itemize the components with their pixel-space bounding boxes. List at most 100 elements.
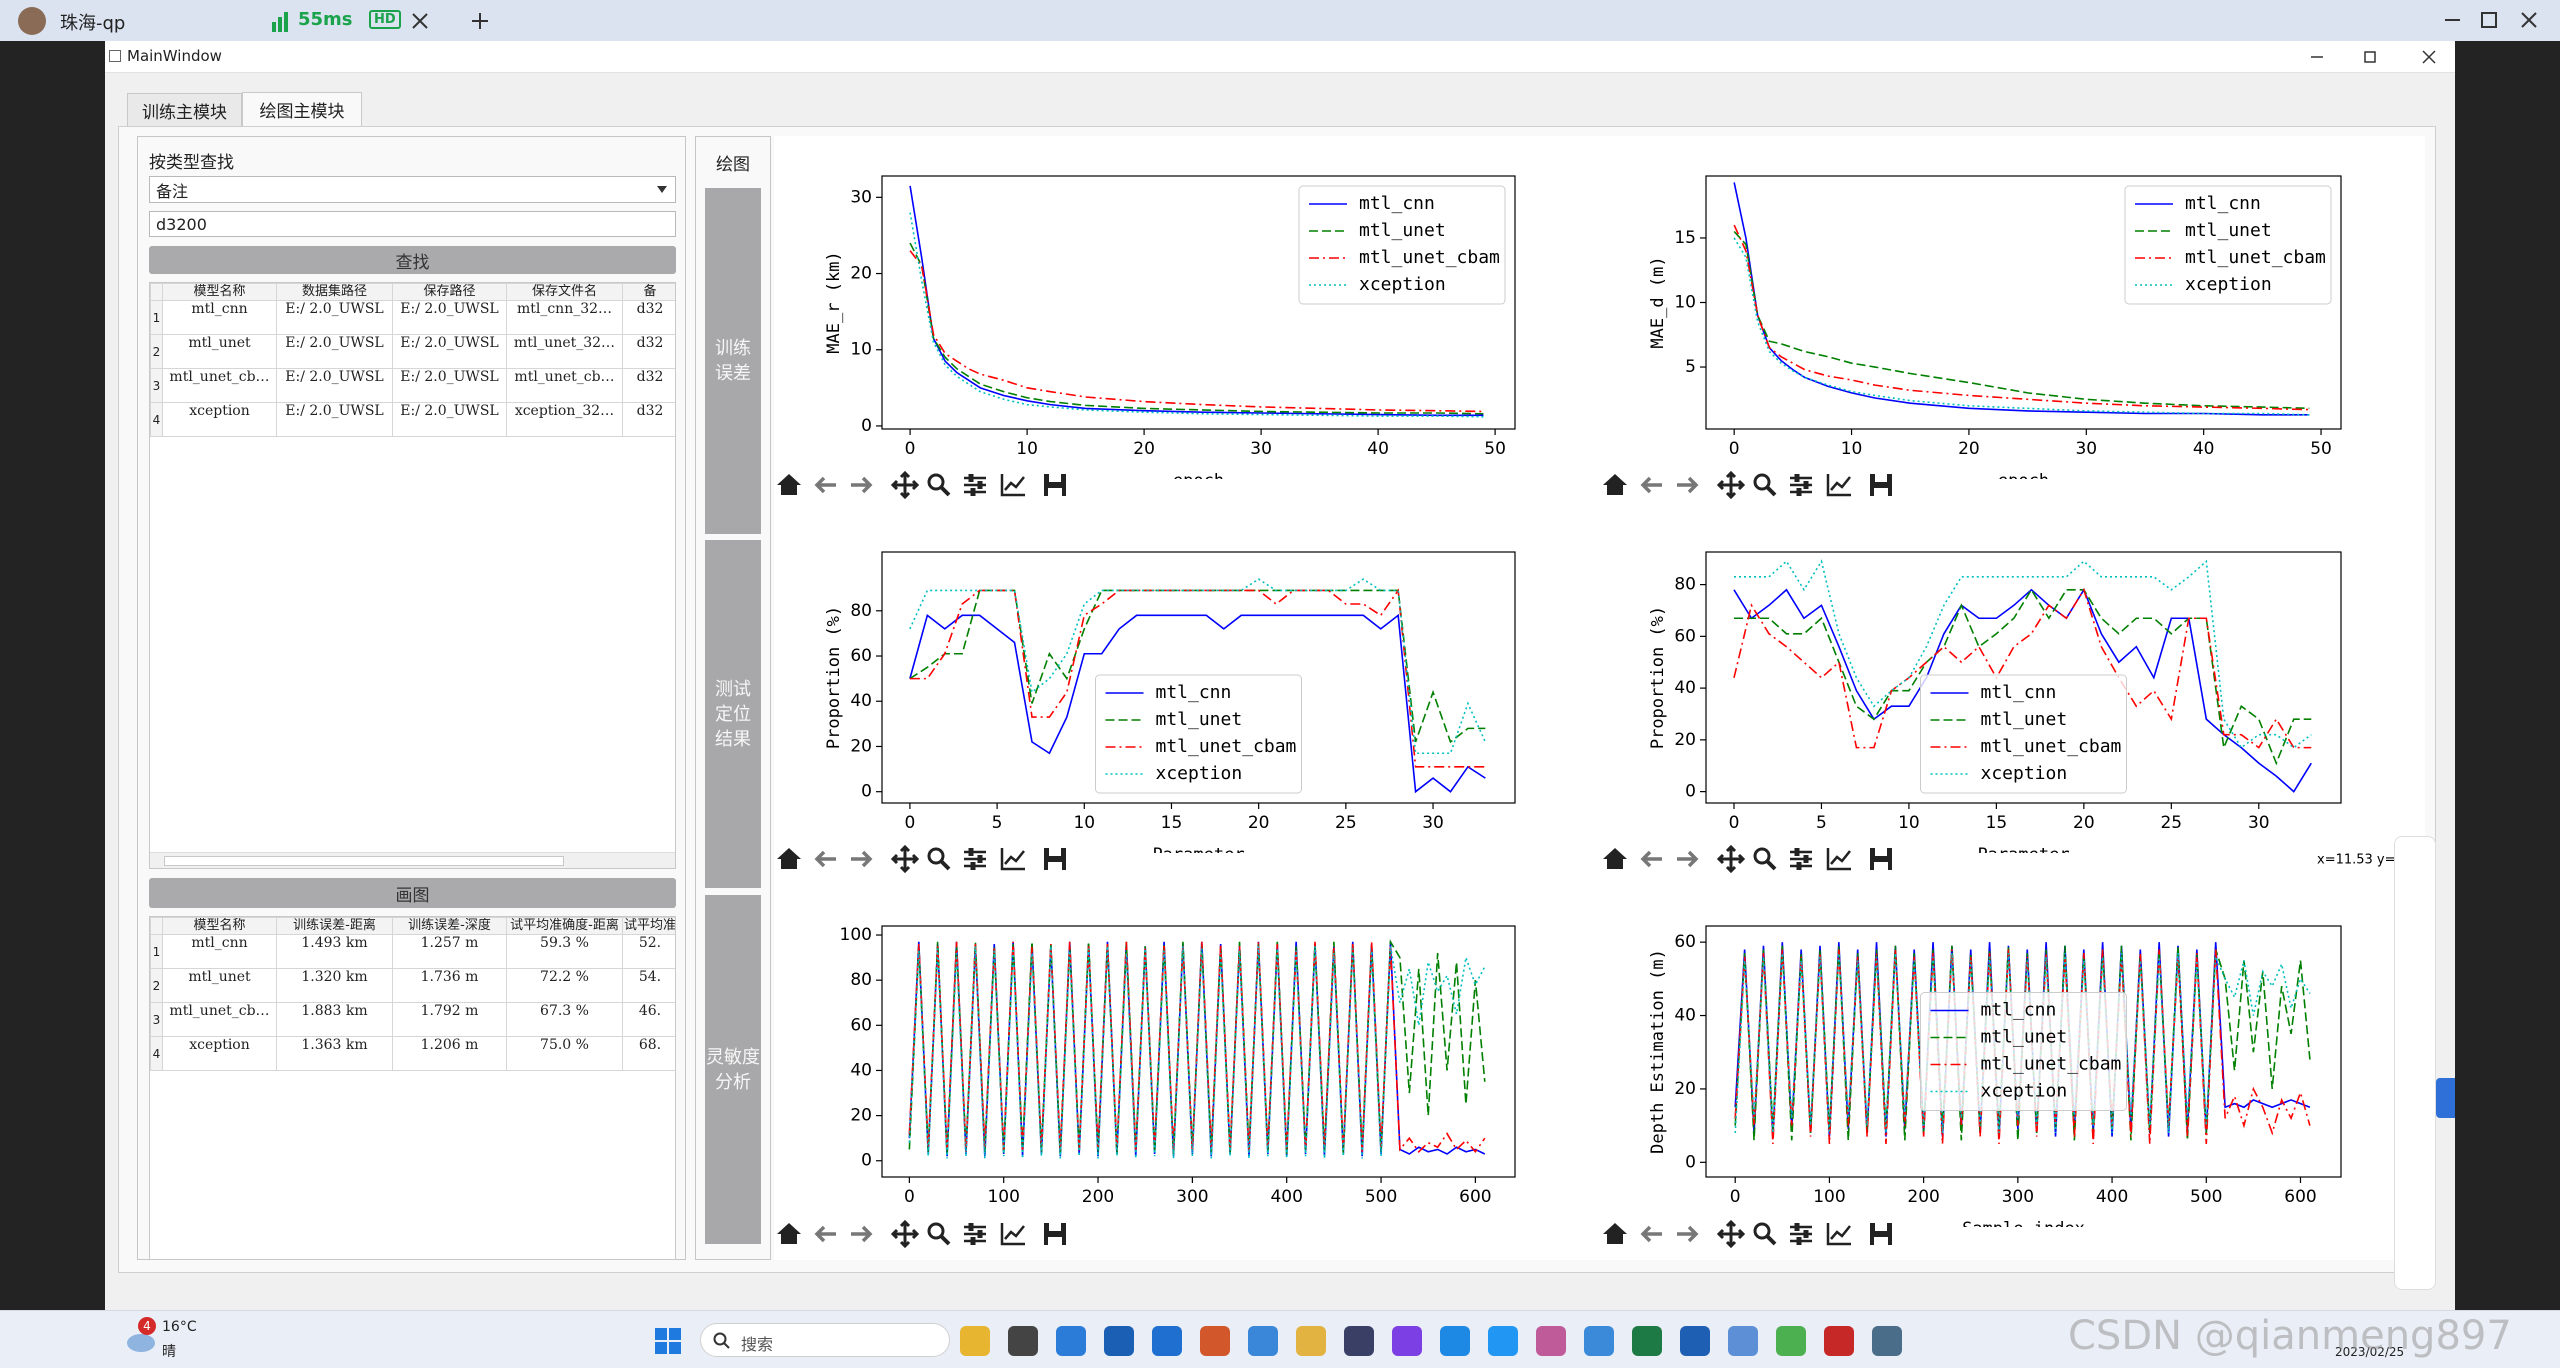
toolbar-button[interactable] — [964, 1223, 986, 1245]
toolbar-button[interactable] — [851, 1225, 873, 1243]
app-icon[interactable] — [1248, 1326, 1278, 1356]
toolbar-button[interactable] — [851, 476, 873, 494]
toolbar-button[interactable] — [1000, 474, 1025, 497]
cell[interactable]: mtl_unet_32… — [506, 334, 623, 369]
toolbar-button[interactable] — [1790, 848, 1812, 870]
cell[interactable]: d32 — [622, 334, 675, 369]
start-button[interactable] — [655, 1328, 681, 1354]
app-icon[interactable] — [1056, 1326, 1086, 1356]
toolbar-button[interactable] — [777, 848, 801, 869]
toolbar-button[interactable] — [927, 847, 951, 871]
tab-selected[interactable]: 绘图主模块 — [242, 92, 362, 126]
toolbar-button[interactable] — [777, 1223, 801, 1244]
toolbar-button[interactable] — [927, 1222, 951, 1246]
cell[interactable]: 1.363 km — [276, 1036, 393, 1071]
app-icon[interactable] — [1392, 1326, 1422, 1356]
app-icon[interactable] — [1104, 1326, 1134, 1356]
toolbar-button[interactable] — [814, 1225, 836, 1243]
cell[interactable]: mtl_cnn — [162, 300, 277, 335]
cell[interactable]: 1.257 m — [392, 934, 507, 969]
search-box[interactable]: 搜索 — [700, 1323, 950, 1357]
cell[interactable]: 1.206 m — [392, 1036, 507, 1071]
cell[interactable]: 54. — [622, 968, 675, 1003]
toolbar-button[interactable] — [1870, 474, 1892, 496]
app-icon[interactable] — [1200, 1326, 1230, 1356]
cell[interactable]: 75.0 % — [506, 1036, 623, 1071]
cell[interactable]: 1.792 m — [392, 1002, 507, 1037]
toolbar-button[interactable] — [851, 850, 873, 868]
cell[interactable]: xception — [162, 1036, 277, 1071]
toolbar-button[interactable] — [1044, 474, 1066, 496]
toolbar-button[interactable] — [890, 844, 920, 874]
cell[interactable]: xception — [162, 402, 277, 437]
toolbar-button[interactable] — [1790, 474, 1812, 496]
cell[interactable]: 1.493 km — [276, 934, 393, 969]
toolbar-button[interactable] — [1603, 1223, 1627, 1244]
toolbar-button[interactable] — [1603, 848, 1627, 869]
new-tab[interactable] — [470, 11, 490, 31]
cell[interactable]: 52. — [622, 934, 675, 969]
app-icon[interactable] — [960, 1326, 990, 1356]
cell[interactable]: 46. — [622, 1002, 675, 1037]
search-button[interactable]: 查找 — [149, 246, 676, 274]
toolbar-button[interactable] — [1716, 1219, 1746, 1249]
tab[interactable]: 训练主模块 — [127, 93, 242, 126]
toolbar-button[interactable] — [1826, 1223, 1851, 1246]
app-icon[interactable] — [1584, 1326, 1614, 1356]
side-toggle[interactable] — [2436, 1078, 2455, 1118]
cell[interactable]: E:/ 2.0_UWSL — [392, 402, 507, 437]
toolbar-button[interactable] — [1640, 476, 1662, 494]
app-icon[interactable] — [1488, 1326, 1518, 1356]
cell[interactable]: mtl_unet_cb… — [162, 1002, 277, 1037]
tab-title[interactable]: 珠海-qp — [60, 13, 126, 34]
cell[interactable]: mtl_unet — [162, 968, 277, 1003]
toolbar-button[interactable] — [1753, 473, 1777, 497]
cell[interactable]: mtl_unet_cb… — [162, 368, 277, 403]
toolbar-button[interactable] — [1826, 474, 1851, 497]
toolbar-button[interactable] — [964, 848, 986, 870]
query-input[interactable]: d3200 — [149, 211, 676, 237]
toolbar-button[interactable] — [964, 474, 986, 496]
cell[interactable]: 59.3 % — [506, 934, 623, 969]
toolbar-button[interactable] — [890, 1219, 920, 1249]
app-icon[interactable] — [1440, 1326, 1470, 1356]
app-icon[interactable] — [1632, 1326, 1662, 1356]
app-icon[interactable] — [1824, 1326, 1854, 1356]
cell[interactable]: 1.320 km — [276, 968, 393, 1003]
toolbar-button[interactable] — [777, 474, 801, 495]
toolbar-button[interactable] — [814, 476, 836, 494]
app-icon[interactable] — [1536, 1326, 1566, 1356]
nav-button[interactable]: 灵敏度 分析 — [705, 895, 761, 1244]
cell[interactable]: mtl_cnn_32… — [506, 300, 623, 335]
toolbar-button[interactable] — [1044, 1223, 1066, 1245]
cell[interactable]: 72.2 % — [506, 968, 623, 1003]
toolbar-button[interactable] — [1753, 1222, 1777, 1246]
toolbar-button[interactable] — [1826, 848, 1851, 871]
toolbar-button[interactable] — [1716, 470, 1746, 500]
browser-controls[interactable] — [2440, 8, 2550, 32]
app-icon[interactable] — [1776, 1326, 1806, 1356]
app-icon[interactable] — [1008, 1326, 1038, 1356]
app-icon[interactable] — [1152, 1326, 1182, 1356]
toolbar-button[interactable] — [927, 473, 951, 497]
cell[interactable]: 1.736 m — [392, 968, 507, 1003]
scroll-thumb[interactable] — [164, 856, 564, 866]
cell[interactable]: E:/ 2.0_UWSL — [276, 402, 393, 437]
cell[interactable]: E:/ 2.0_UWSL — [392, 368, 507, 403]
toolbar-button[interactable] — [890, 470, 920, 500]
app-icon[interactable] — [1728, 1326, 1758, 1356]
cell[interactable]: mtl_unet_cb… — [506, 368, 623, 403]
nav-button[interactable]: 训练 误差 — [705, 188, 761, 534]
toolbar-button[interactable] — [1677, 850, 1699, 868]
toolbar-button[interactable] — [1044, 848, 1066, 870]
cell[interactable]: 68. — [622, 1036, 675, 1071]
app-icon[interactable] — [1680, 1326, 1710, 1356]
cell[interactable]: xception_32… — [506, 402, 623, 437]
close-tab[interactable] — [410, 11, 430, 31]
cell[interactable]: mtl_cnn — [162, 934, 277, 969]
toolbar-button[interactable] — [1640, 850, 1662, 868]
cell[interactable]: 67.3 % — [506, 1002, 623, 1037]
toolbar-button[interactable] — [1870, 848, 1892, 870]
cell[interactable]: 1.883 km — [276, 1002, 393, 1037]
cell[interactable]: E:/ 2.0_UWSL — [276, 368, 393, 403]
